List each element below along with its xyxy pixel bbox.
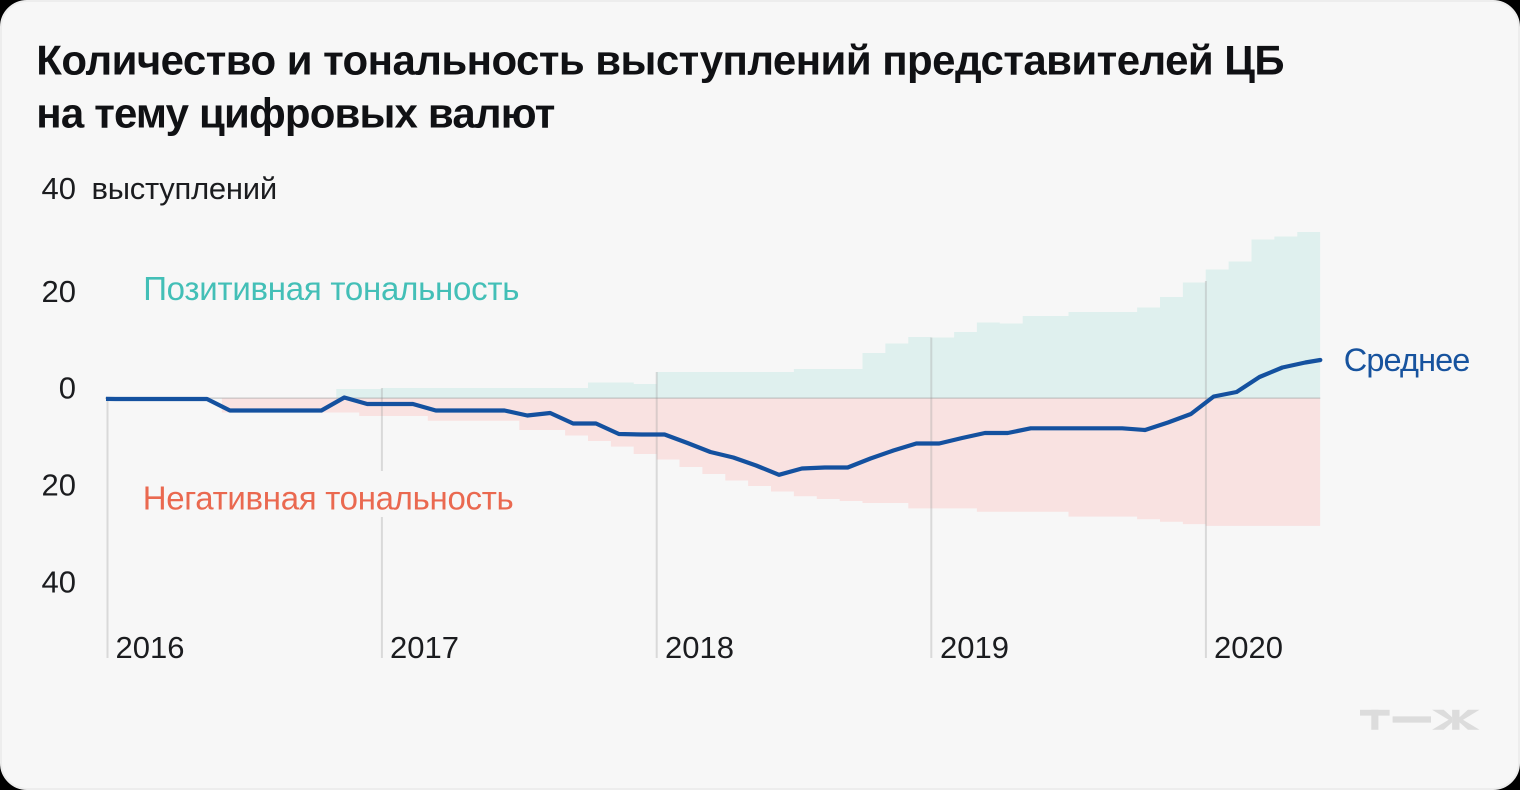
svg-text:Позитивная тональность: Позитивная тональность [143, 270, 519, 307]
svg-text:0: 0 [59, 371, 76, 406]
svg-text:выступлений: выступлений [92, 171, 277, 206]
svg-text:20: 20 [42, 468, 76, 503]
svg-text:2019: 2019 [940, 630, 1009, 665]
svg-text:20: 20 [42, 274, 76, 309]
svg-text:40: 40 [42, 171, 76, 206]
svg-text:2016: 2016 [116, 630, 185, 665]
svg-text:Среднее: Среднее [1344, 342, 1470, 378]
svg-text:2017: 2017 [390, 630, 459, 665]
svg-text:40: 40 [42, 564, 76, 599]
svg-text:2018: 2018 [665, 630, 734, 665]
svg-text:Количество и тональность высту: Количество и тональность выступлений пре… [36, 36, 1284, 83]
svg-text:Негативная тональность: Негативная тональность [143, 480, 514, 517]
svg-text:2020: 2020 [1214, 630, 1283, 665]
svg-text:на тему цифровых валют: на тему цифровых валют [36, 89, 554, 136]
